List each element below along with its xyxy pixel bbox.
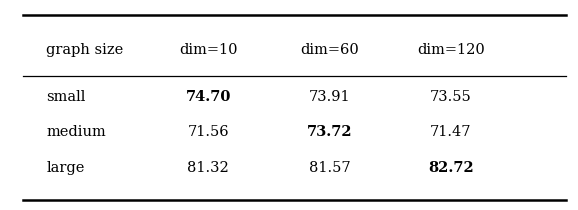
Text: 71.56: 71.56 bbox=[187, 125, 229, 139]
Text: 73.55: 73.55 bbox=[430, 90, 472, 104]
Text: large: large bbox=[46, 161, 84, 175]
Text: 73.72: 73.72 bbox=[307, 125, 352, 139]
Text: 81.57: 81.57 bbox=[309, 161, 350, 175]
Text: 81.32: 81.32 bbox=[187, 161, 229, 175]
Text: 71.47: 71.47 bbox=[430, 125, 472, 139]
Text: 82.72: 82.72 bbox=[428, 161, 474, 175]
Text: dim=10: dim=10 bbox=[179, 43, 238, 57]
Text: graph size: graph size bbox=[46, 43, 124, 57]
Text: dim=120: dim=120 bbox=[417, 43, 485, 57]
Text: medium: medium bbox=[46, 125, 106, 139]
Text: 74.70: 74.70 bbox=[186, 90, 231, 104]
Text: 73.91: 73.91 bbox=[309, 90, 350, 104]
Text: dim=60: dim=60 bbox=[300, 43, 359, 57]
Text: small: small bbox=[46, 90, 86, 104]
